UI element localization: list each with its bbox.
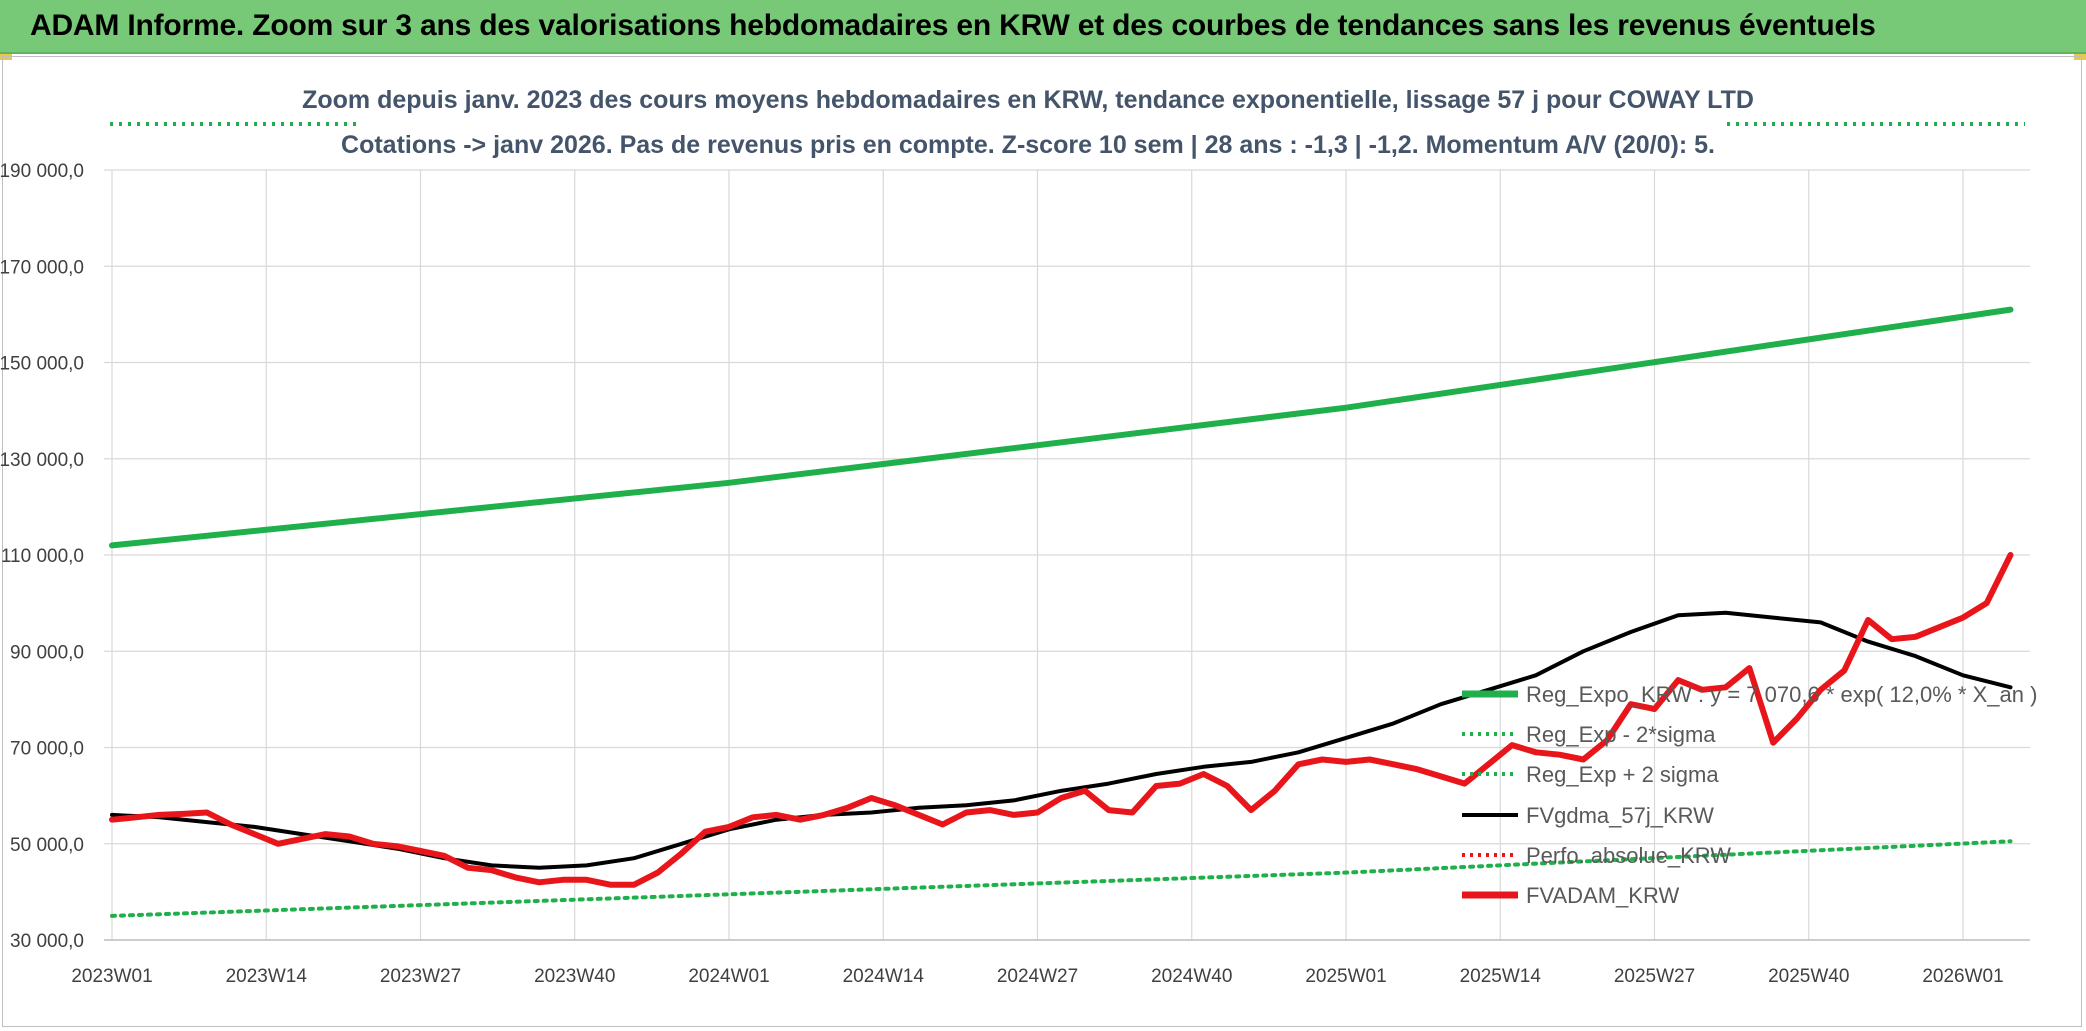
x-tick-label: 2025W14 [1460,966,1542,987]
x-tick-label: 2023W14 [226,966,308,987]
y-tick-label: 70 000,0 [10,739,84,760]
series-line-1 [110,839,2013,918]
chart-frame [2,56,2082,1027]
legend-label-0: Reg_Expo_KRW : y = 7 070,6 * exp( 12,0% … [1526,682,2037,707]
legend-label-3: FVgdma_57j_KRW [1526,803,1714,828]
x-tick-label: 2023W27 [380,966,461,987]
y-tick-label: 30 000,0 [10,931,84,952]
x-tick-label: 2023W40 [534,966,615,987]
legend-label-5: FVADAM_KRW [1526,883,1679,908]
y-tick-label: 110 000,0 [1,546,84,567]
legend-label-2: Reg_Exp + 2 sigma [1526,762,1719,787]
y-tick-label: 150 000,0 [0,354,84,375]
x-tick-label: 2025W27 [1614,966,1695,987]
legend-label-1: Reg_Exp - 2*sigma [1526,722,1716,747]
chart-title-line-2: Cotations -> janv 2026. Pas de revenus p… [341,131,1715,159]
y-tick-label: 130 000,0 [0,450,84,471]
corner-marker-left [0,54,12,60]
y-tick-label: 50 000,0 [10,835,84,856]
y-tick-label: 90 000,0 [10,642,84,663]
grid [104,169,2030,941]
chart-title: Zoom depuis janv. 2023 des cours moyens … [302,86,1754,159]
legend: Reg_Expo_KRW : y = 7 070,6 * exp( 12,0% … [1462,682,2037,908]
series-line-5 [109,552,2014,888]
x-tick-label: 2024W14 [843,966,925,987]
y-tick-label: 170 000,0 [0,257,84,278]
legend-label-4: Perfo. absolue_KRW [1526,843,1731,868]
x-tick-label: 2023W01 [71,966,152,987]
x-tick-label: 2024W01 [688,966,769,987]
x-tick-label: 2024W40 [1151,966,1232,987]
x-tick-label: 2024W27 [997,966,1078,987]
series-layer [109,122,2025,918]
x-axis-ticks: 2023W01 2023W14 2023W27 2023W40 2024W01 2024W… [71,966,2003,987]
x-tick-label: 2026W01 [1922,966,2003,987]
y-tick-label: 190 000,0 [0,161,84,182]
y-axis-ticks: 30 000,0 50 000,0 70 000,0 90 000,0 110 000,… [0,161,84,952]
corner-marker-right [2074,54,2086,60]
x-tick-label: 2025W01 [1305,966,1386,987]
chart-title-line-1: Zoom depuis janv. 2023 des cours moyens … [302,86,1754,114]
x-tick-label: 2025W40 [1768,966,1849,987]
banner-title: ADAM Informe. Zoom sur 3 ans des valoris… [30,9,1876,42]
series-line-0 [109,306,2014,549]
title-banner: ADAM Informe. Zoom sur 3 ans des valoris… [0,0,2086,54]
